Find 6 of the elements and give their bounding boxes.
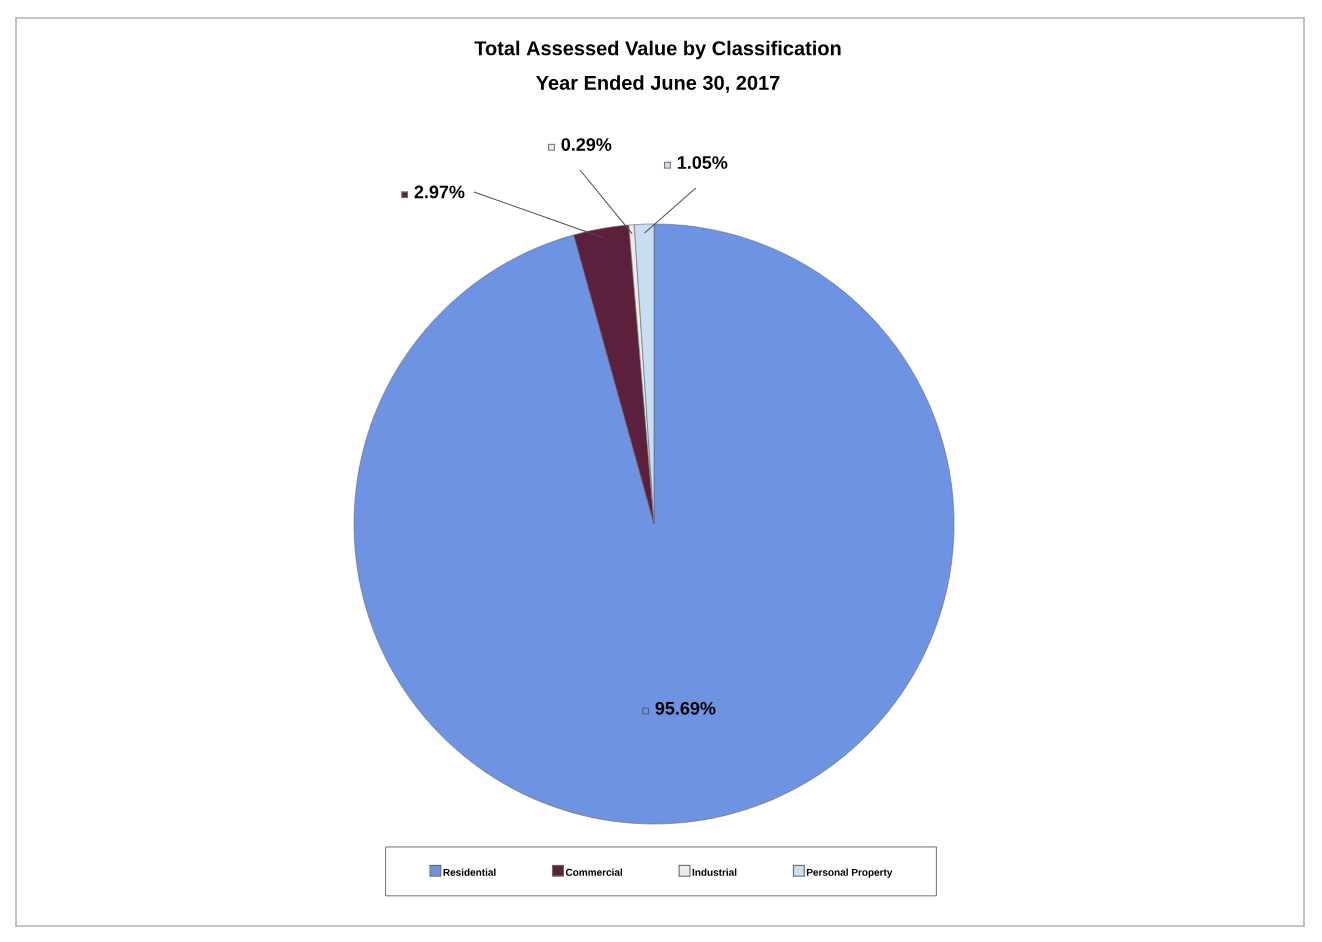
data-label: 2.97% xyxy=(414,185,465,199)
data-label: 0.29% xyxy=(561,138,612,151)
chart-subtitle: Year Ended June 30, 2017 xyxy=(536,75,780,93)
chart-title: Total Assessed Value by Classification xyxy=(474,40,841,60)
data-label: 1.05% xyxy=(677,156,728,169)
data-label: 95.69% xyxy=(655,701,716,715)
